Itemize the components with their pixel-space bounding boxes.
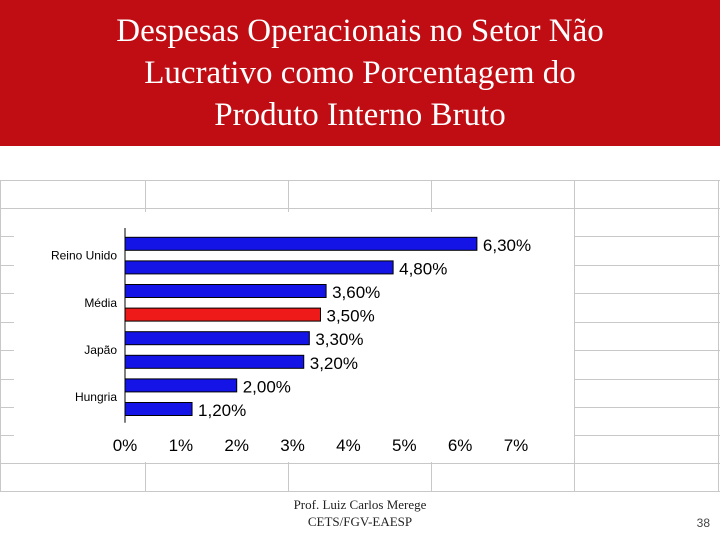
x-tick-label: 1% bbox=[169, 436, 194, 455]
data-label: 3,60% bbox=[332, 283, 380, 302]
category-label: Reino Unido bbox=[51, 249, 117, 263]
category-label: Média bbox=[84, 296, 117, 310]
chart-area: 6,30% 4,80% 3,60% 3,50% 3,30% 3,20% 2,00% 1,20%… bbox=[14, 212, 574, 462]
bar bbox=[124, 260, 394, 275]
footer-credit: Prof. Luiz Carlos Merege CETS/FGV-EAESP bbox=[260, 496, 460, 530]
x-tick-label: 2% bbox=[224, 436, 249, 455]
data-label: 2,00% bbox=[243, 377, 291, 396]
category-label: Japão bbox=[84, 343, 117, 357]
x-tick-label: 7% bbox=[504, 436, 529, 455]
x-tick-label: 0% bbox=[113, 436, 138, 455]
data-label: 3,30% bbox=[315, 330, 363, 349]
slide-title: Despesas Operacionais no Setor Não Lucra… bbox=[40, 10, 680, 136]
bar bbox=[124, 354, 305, 369]
title-band: Despesas Operacionais no Setor Não Lucra… bbox=[0, 0, 720, 146]
x-tick-label: 3% bbox=[280, 436, 305, 455]
data-label: 1,20% bbox=[198, 401, 246, 420]
x-tick-label: 6% bbox=[448, 436, 473, 455]
data-label: 3,50% bbox=[327, 307, 375, 326]
x-tick-label: 4% bbox=[336, 436, 361, 455]
data-label: 4,80% bbox=[399, 259, 447, 278]
bar bbox=[124, 236, 478, 251]
bar bbox=[124, 284, 327, 298]
slide-title-line-1: Despesas Operacionais no Setor Não bbox=[116, 13, 604, 49]
slide-title-line-3: Produto Interno Bruto bbox=[214, 97, 506, 133]
bar bbox=[124, 307, 321, 322]
x-tick-label: 5% bbox=[392, 436, 417, 455]
data-label: 6,30% bbox=[483, 236, 531, 255]
data-label: 3,20% bbox=[310, 354, 358, 373]
slide-number: 38 bbox=[696, 516, 710, 530]
footer-institution: CETS/FGV-EAESP bbox=[307, 514, 413, 529]
bar-chart: 6,30% 4,80% 3,60% 3,50% 3,30% 3,20% 2,00% 1,20%… bbox=[51, 228, 531, 455]
bar bbox=[124, 402, 193, 416]
footer-author: Prof. Luiz Carlos Merege bbox=[293, 497, 427, 512]
category-label: Hungria bbox=[75, 390, 117, 404]
bar bbox=[124, 378, 238, 393]
bar bbox=[124, 331, 310, 346]
slide-title-line-2: Lucrativo como Porcentagem do bbox=[144, 55, 576, 91]
